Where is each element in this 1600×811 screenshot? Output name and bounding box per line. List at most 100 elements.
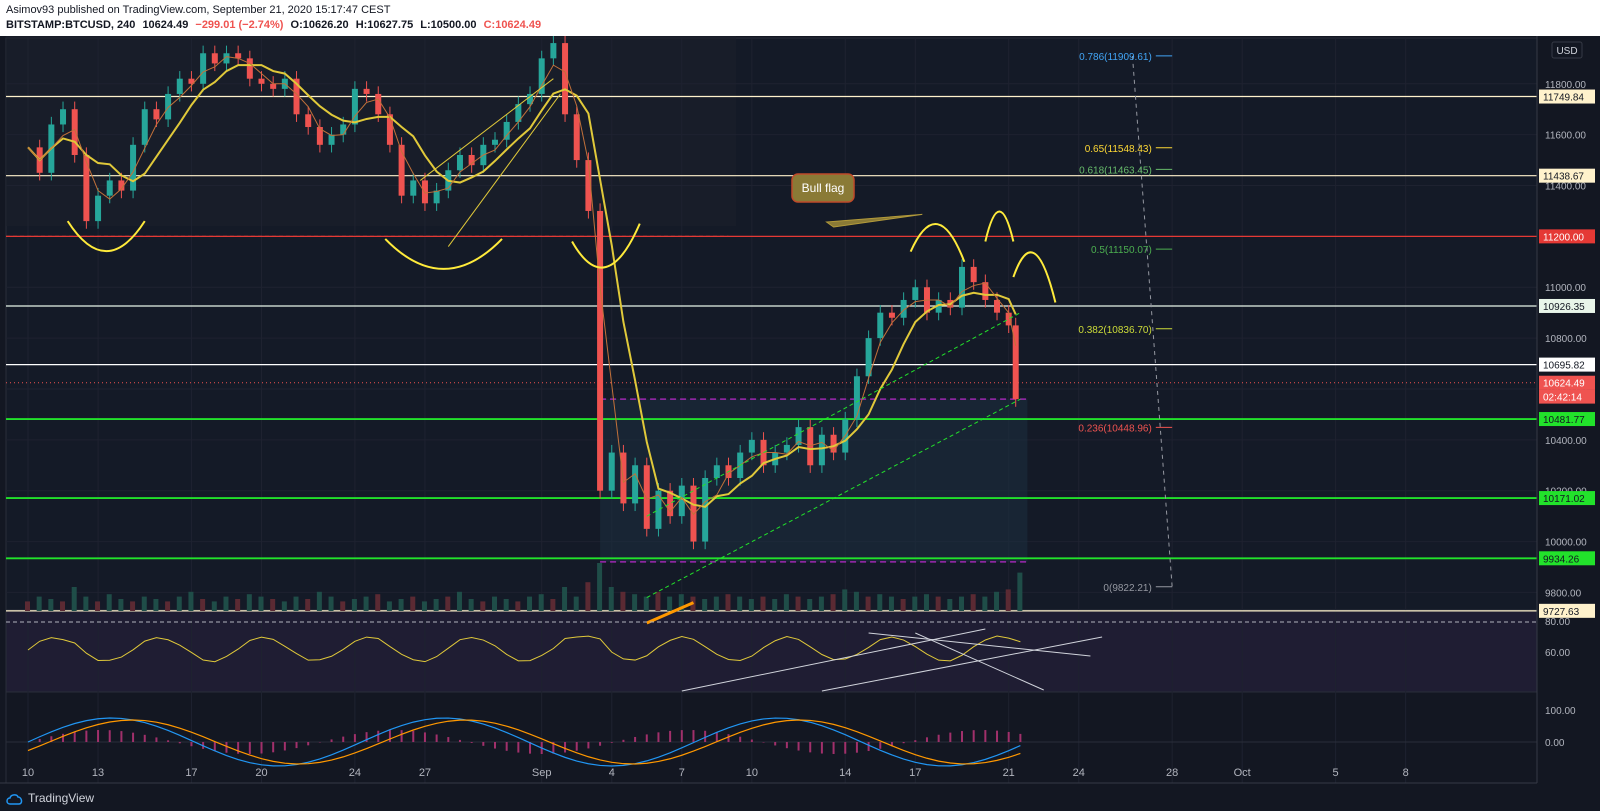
trend-arrow [646, 601, 695, 625]
candle [118, 180, 125, 191]
macd-histogram-bar [867, 742, 870, 752]
price-label: 02:42:14 [1543, 393, 1582, 404]
price-tick-label: 9800.00 [1545, 588, 1582, 599]
macd-histogram-bar [38, 739, 41, 742]
macd-histogram-bar [949, 732, 952, 742]
pattern-arc [66, 220, 146, 252]
price-label: 10926.35 [1543, 302, 1585, 313]
currency-button[interactable] [1551, 41, 1583, 59]
volume-bar [223, 596, 229, 611]
brand-name: TradingView [28, 791, 95, 805]
time-tick-label: 10 [22, 767, 34, 779]
macd-histogram-bar [575, 742, 578, 751]
volume-bar [562, 587, 568, 611]
macd-histogram-bar [248, 742, 251, 754]
ohlc-high: H:10627.75 [355, 19, 414, 31]
volume-bar [702, 599, 708, 611]
price-chart[interactable]: 0.786(11909.61) 0.65(11548.43) 0.618(11463… [0, 36, 1600, 786]
symbol-info: BITSTAMP:BTCUSD, 240 10624.49 −299.01 (−… [6, 19, 545, 32]
price-label: 9934.26 [1543, 554, 1580, 565]
volume-bar [503, 599, 509, 611]
volume-bar [737, 596, 743, 611]
volume-bar [678, 594, 684, 611]
volume-bar [118, 599, 124, 611]
volume-bar [235, 599, 241, 611]
volume-bar [211, 601, 217, 611]
candle [211, 53, 218, 64]
volume-bar [620, 591, 626, 611]
price-tick-label: 11600.00 [1545, 131, 1586, 142]
time-tick-label: 13 [92, 767, 104, 779]
candle [912, 287, 919, 300]
rsi-tick-label: 60.00 [1545, 648, 1570, 659]
volume-bar [573, 596, 579, 611]
macd-histogram-bar [937, 734, 940, 742]
symbol[interactable]: BITSTAMP:BTCUSD, 240 [6, 19, 136, 31]
macd-histogram-bar [855, 742, 858, 753]
volume-bar [853, 591, 859, 611]
macd-histogram-bar [97, 730, 100, 742]
candle [632, 465, 639, 504]
fib-label: 0.65(11548.43) [1085, 144, 1152, 155]
macd-histogram-bar [260, 742, 263, 754]
volume-bar [877, 594, 883, 611]
macd-histogram-bar [715, 732, 718, 742]
macd-histogram-bar [832, 742, 835, 754]
macd-histogram-bar [272, 742, 275, 753]
volume-bar [994, 591, 1000, 611]
macd-histogram-bar [890, 742, 893, 747]
pattern-arc [909, 223, 966, 263]
macd-histogram-bar [167, 740, 170, 742]
volume-bar [888, 596, 894, 611]
price-change: −299.01 (−2.74%) [195, 19, 284, 31]
volume-bar [246, 594, 252, 611]
candle [702, 477, 709, 542]
macd-histogram-bar [423, 732, 426, 742]
price-label-box [1539, 89, 1595, 104]
macd-histogram-bar [984, 730, 987, 742]
price-tick-label: 11000.00 [1545, 283, 1586, 294]
volume-bar [270, 599, 276, 611]
candle [503, 121, 510, 140]
macd-histogram-bar [62, 733, 65, 742]
candle [293, 78, 300, 115]
chart-header: Asimov93 published on TradingView.com, S… [0, 0, 1600, 36]
candle [130, 144, 137, 191]
time-tick-label: 20 [255, 767, 267, 779]
macd-histogram-bar [435, 734, 438, 742]
time-tick-label: 10 [746, 767, 758, 779]
macd-histogram-bar [704, 730, 707, 742]
candle [492, 139, 498, 145]
macd-background [5, 691, 1538, 784]
volume-bar [83, 596, 89, 611]
volume-bar [655, 591, 661, 611]
macd-histogram-bar [73, 731, 76, 742]
volume-bar [421, 601, 427, 611]
volume-bar [351, 599, 357, 611]
macd-histogram-bar [879, 742, 882, 749]
candle [235, 53, 242, 59]
rsi-tick-label: 80.00 [1545, 617, 1570, 628]
candle [141, 109, 148, 145]
fib-label: 0.236(10448.96) [1078, 423, 1151, 434]
volume-bar [398, 599, 404, 611]
macd-signal-line [27, 719, 1021, 765]
tradingview-logo[interactable]: TradingView [6, 791, 94, 805]
macd-histogram-bar [178, 742, 181, 744]
volume-bar [865, 596, 871, 611]
volume-bar [363, 596, 369, 611]
volume-bar [923, 594, 929, 611]
candle [970, 266, 977, 283]
macd-histogram-bar [762, 742, 765, 743]
candle [900, 299, 907, 318]
publish-info: Asimov93 published on TradingView.com, S… [6, 4, 391, 16]
macd-histogram-bar [797, 742, 800, 751]
volume-bar [340, 601, 346, 611]
candle [83, 154, 90, 222]
candle [538, 58, 545, 94]
volume-bar [1005, 589, 1011, 611]
fib-label: 0.5(11150.07) [1091, 245, 1152, 256]
wedge-line [447, 93, 561, 247]
macd-histogram-bar [494, 742, 496, 749]
macd-histogram-bar [750, 739, 753, 742]
